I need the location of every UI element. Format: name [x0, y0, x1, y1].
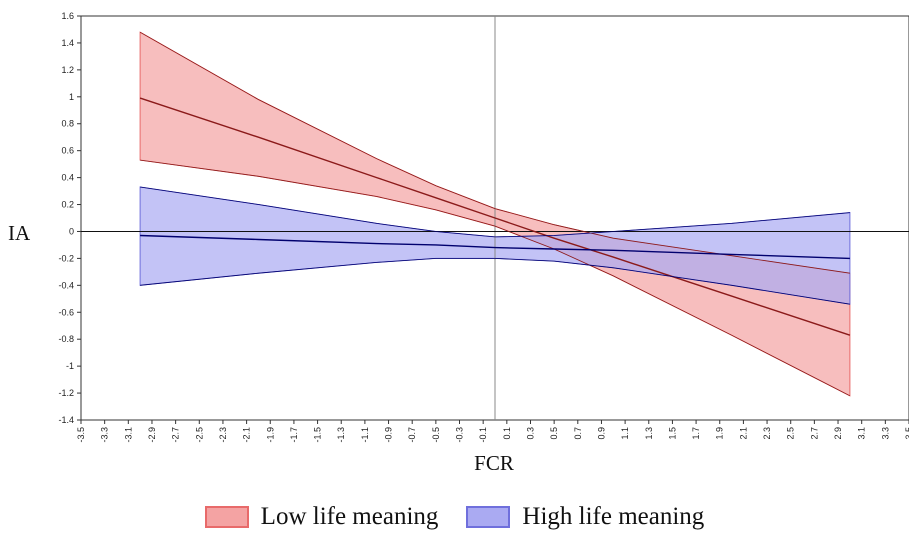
- x-tick-label: 2.3: [762, 427, 772, 440]
- x-tick-label: 0.7: [573, 427, 583, 440]
- x-tick-label: -1.7: [289, 427, 299, 443]
- legend: Low life meaning High life meaning: [0, 500, 909, 534]
- x-tick-label: 1.5: [667, 427, 677, 440]
- x-tick-label: -2.5: [194, 427, 204, 443]
- x-tick-label: -1.1: [360, 427, 370, 443]
- x-tick-label: 0.1: [502, 427, 512, 440]
- x-tick-label: -3.3: [100, 427, 110, 443]
- plot-area: -1.4 -1.2 -1 -0.8 -0.6 -0.4 -0.2 0 0.2 0.4 0.6 0.8 1…: [58, 11, 909, 443]
- x-tick-label: -0.9: [384, 427, 394, 443]
- x-tick-label: -1.5: [313, 427, 323, 443]
- x-tick-label: -0.7: [407, 427, 417, 443]
- x-tick-label: 3.3: [880, 427, 890, 440]
- x-tick-label: -0.3: [455, 427, 465, 443]
- y-tick-label: -1: [66, 361, 74, 371]
- x-tick-label: 0.9: [596, 427, 606, 440]
- series-line-low: [139, 97, 851, 336]
- legend-item-high-life-meaning: High life meaning: [466, 503, 704, 531]
- x-tick-label: 1.1: [620, 427, 630, 440]
- y-tick-label: -0.2: [58, 253, 74, 263]
- y-tick-label: 0.2: [61, 200, 74, 210]
- y-tick-label: -0.4: [58, 280, 74, 290]
- y-axis-label: IA: [8, 221, 31, 245]
- y-tick-label: 1.2: [61, 65, 74, 75]
- y-tick-label: -0.8: [58, 334, 74, 344]
- y-tick-label: -1.4: [58, 415, 74, 425]
- x-tick-label: 2.9: [833, 427, 843, 440]
- x-tick-label: 3.1: [857, 427, 867, 440]
- x-tick-label: -3.1: [123, 427, 133, 443]
- x-tick-label: -2.7: [171, 427, 181, 443]
- x-tick-label: -1.9: [265, 427, 275, 443]
- legend-label-low: Low life meaning: [260, 503, 439, 530]
- y-tick-label: 0.8: [61, 119, 74, 129]
- x-tick-label: -0.5: [431, 427, 441, 443]
- y-tick-label: 0.6: [61, 146, 74, 156]
- y-tick-label: 1.4: [61, 38, 74, 48]
- x-tick-label: 2.7: [809, 427, 819, 440]
- y-tick-label: 0: [69, 226, 74, 236]
- y-tick-label: -1.2: [58, 388, 74, 398]
- upper-bound-line-low: [139, 31, 850, 274]
- legend-swatch-low: [204, 506, 249, 528]
- x-tick-label: 1.9: [715, 427, 725, 440]
- x-tick-label: 0.5: [549, 427, 559, 440]
- y-tick-label: -0.6: [58, 307, 74, 317]
- lower-bound-line-high: [140, 257, 850, 305]
- legend-swatch-high: [466, 506, 511, 528]
- x-tick-label: -2.3: [218, 427, 228, 443]
- legend-label-high: High life meaning: [522, 503, 705, 530]
- x-tick-label: -2.1: [242, 427, 252, 443]
- y-tick-label: 1: [69, 92, 74, 102]
- x-tick-label: 0.3: [525, 427, 535, 440]
- x-tick-label: 2.5: [786, 427, 796, 440]
- legend-item-low-life-meaning: Low life meaning: [204, 503, 439, 531]
- chart: -1.4 -1.2 -1 -0.8 -0.6 -0.4 -0.2 0 0.2 0.4 0.6 0.8 1…: [8, 11, 909, 475]
- y-tick-label: 0.4: [61, 173, 74, 183]
- x-tick-label: -2.9: [147, 427, 157, 443]
- x-tick-label: -1.3: [336, 427, 346, 443]
- x-tick-label: -0.1: [478, 427, 488, 443]
- y-tick-label: 1.6: [61, 11, 74, 21]
- x-tick-label: 1.3: [644, 427, 654, 440]
- x-tick-label: -3.5: [76, 427, 86, 443]
- x-tick-label: 3.5: [904, 427, 909, 440]
- x-tick-label: 2.1: [738, 427, 748, 440]
- x-tick-label: 1.7: [691, 427, 701, 440]
- x-axis-label: FCR: [474, 451, 514, 475]
- lower-bound-line-low: [140, 159, 851, 397]
- series-line-high: [140, 234, 850, 260]
- upper-bound-line-high: [140, 186, 850, 238]
